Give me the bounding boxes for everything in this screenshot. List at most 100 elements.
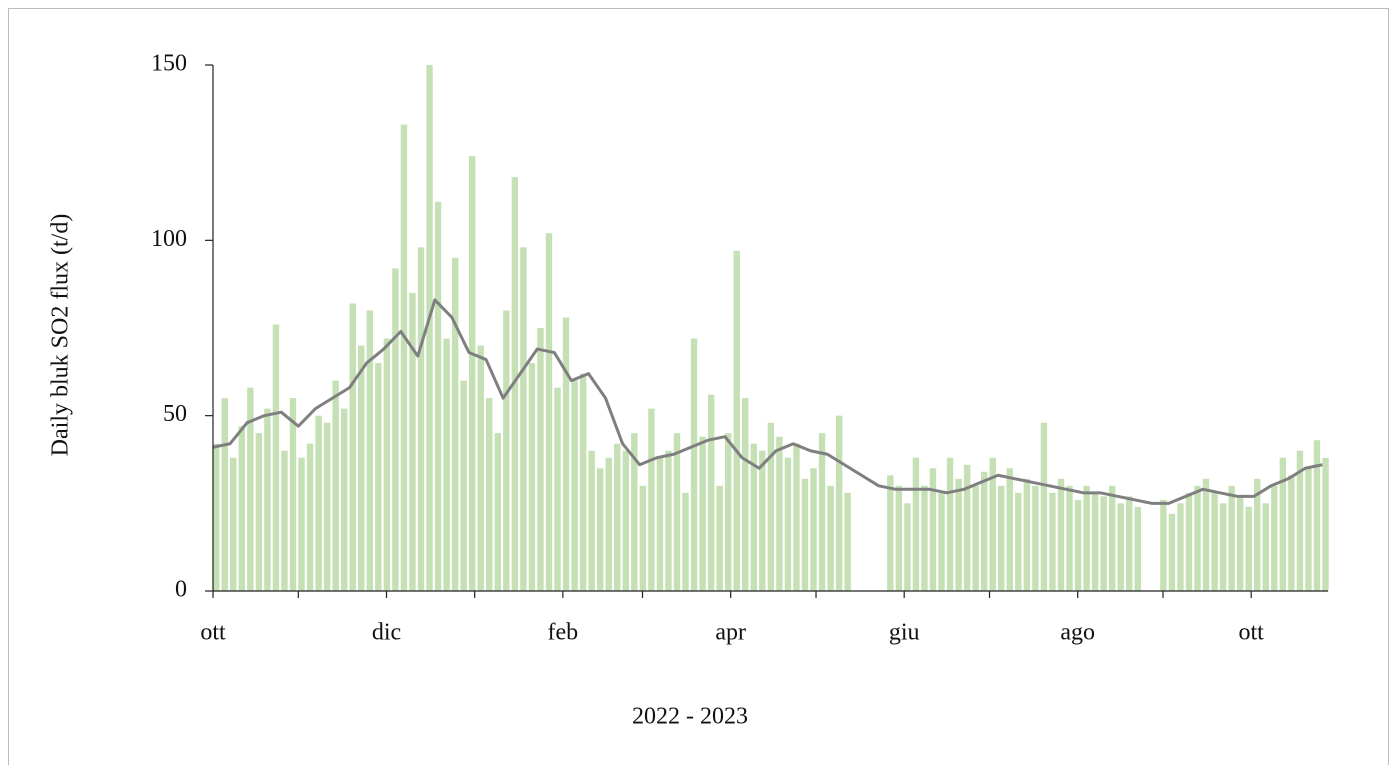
bar [904, 503, 911, 591]
bar [1117, 503, 1124, 591]
x-axis-title: 2022 - 2023 [632, 704, 748, 730]
bar [622, 450, 629, 591]
bar [1091, 492, 1099, 591]
bar [980, 471, 988, 591]
bar [955, 478, 962, 591]
bar [1202, 478, 1210, 591]
bar [767, 422, 775, 591]
bar [605, 457, 612, 591]
bar [699, 436, 706, 591]
bar [1296, 450, 1304, 591]
bar [759, 450, 766, 591]
bar [1066, 485, 1073, 591]
bar [707, 394, 715, 591]
bar [1100, 496, 1107, 591]
bar [793, 443, 800, 591]
bar [417, 247, 425, 591]
bar [1134, 506, 1141, 591]
bar [716, 485, 723, 591]
bar [895, 485, 903, 591]
x-tick-label: ott [200, 620, 226, 646]
y-tick-label: 150 [151, 51, 187, 77]
bar [306, 443, 314, 591]
bar [477, 345, 484, 591]
bar [639, 485, 647, 591]
bar [1083, 485, 1090, 591]
bar [682, 492, 689, 591]
bar [1322, 457, 1329, 591]
bar [801, 478, 809, 591]
bar [315, 415, 322, 591]
bar [1023, 478, 1031, 591]
bar [486, 398, 493, 591]
bar [631, 433, 638, 591]
bar [1049, 492, 1056, 591]
bar [1271, 485, 1278, 591]
bar [571, 380, 578, 591]
bar [1236, 496, 1244, 591]
x-tick-label: giu [889, 620, 920, 646]
bar [1126, 496, 1133, 591]
bar [511, 177, 519, 592]
bar [366, 310, 373, 591]
y-tick-label: 50 [163, 401, 187, 427]
bar [887, 475, 894, 591]
bar [1228, 485, 1235, 591]
bar [1185, 492, 1193, 591]
bar [323, 422, 331, 591]
bar [272, 324, 280, 591]
bar [1262, 503, 1269, 591]
bar [1108, 485, 1116, 591]
bar [426, 65, 433, 591]
bar [810, 468, 817, 591]
bar [579, 373, 587, 591]
bar [921, 485, 928, 591]
bar [665, 450, 672, 591]
bar [213, 443, 220, 591]
bar [1245, 506, 1252, 591]
x-tick-label: dic [372, 620, 401, 646]
bar [1211, 492, 1218, 591]
bar [494, 433, 501, 591]
trend-line [212, 298, 1323, 505]
bar [451, 257, 459, 591]
bar [1160, 499, 1167, 591]
bar [562, 317, 570, 591]
bar [383, 338, 391, 591]
bar [835, 415, 843, 591]
bar [358, 345, 365, 591]
bar [281, 450, 288, 591]
bar [468, 156, 476, 591]
x-tick-label: apr [715, 620, 746, 646]
bar [724, 433, 732, 591]
bar [912, 457, 920, 591]
bar [1006, 468, 1013, 591]
y-tick-label: 100 [151, 226, 187, 252]
bar [963, 464, 971, 591]
bar [545, 233, 553, 591]
y-axis-title: Daily bluk SO2 flux (t/d) [48, 214, 74, 457]
bar [409, 292, 416, 591]
bar [946, 457, 954, 591]
bar [673, 433, 681, 591]
bar [375, 363, 382, 591]
bar [1288, 475, 1295, 591]
bar [929, 468, 937, 591]
bar [528, 363, 536, 591]
bar [332, 380, 339, 591]
bar [844, 492, 851, 591]
bar [656, 457, 664, 591]
bar [998, 485, 1005, 591]
bar [648, 408, 655, 591]
y-tick-label: 0 [175, 577, 187, 603]
bar [520, 247, 527, 591]
bar [264, 408, 271, 591]
bar [1168, 513, 1176, 591]
bar [733, 250, 740, 591]
bar [554, 387, 561, 591]
bar [289, 398, 297, 591]
bar [1305, 468, 1312, 591]
bar [400, 124, 408, 591]
